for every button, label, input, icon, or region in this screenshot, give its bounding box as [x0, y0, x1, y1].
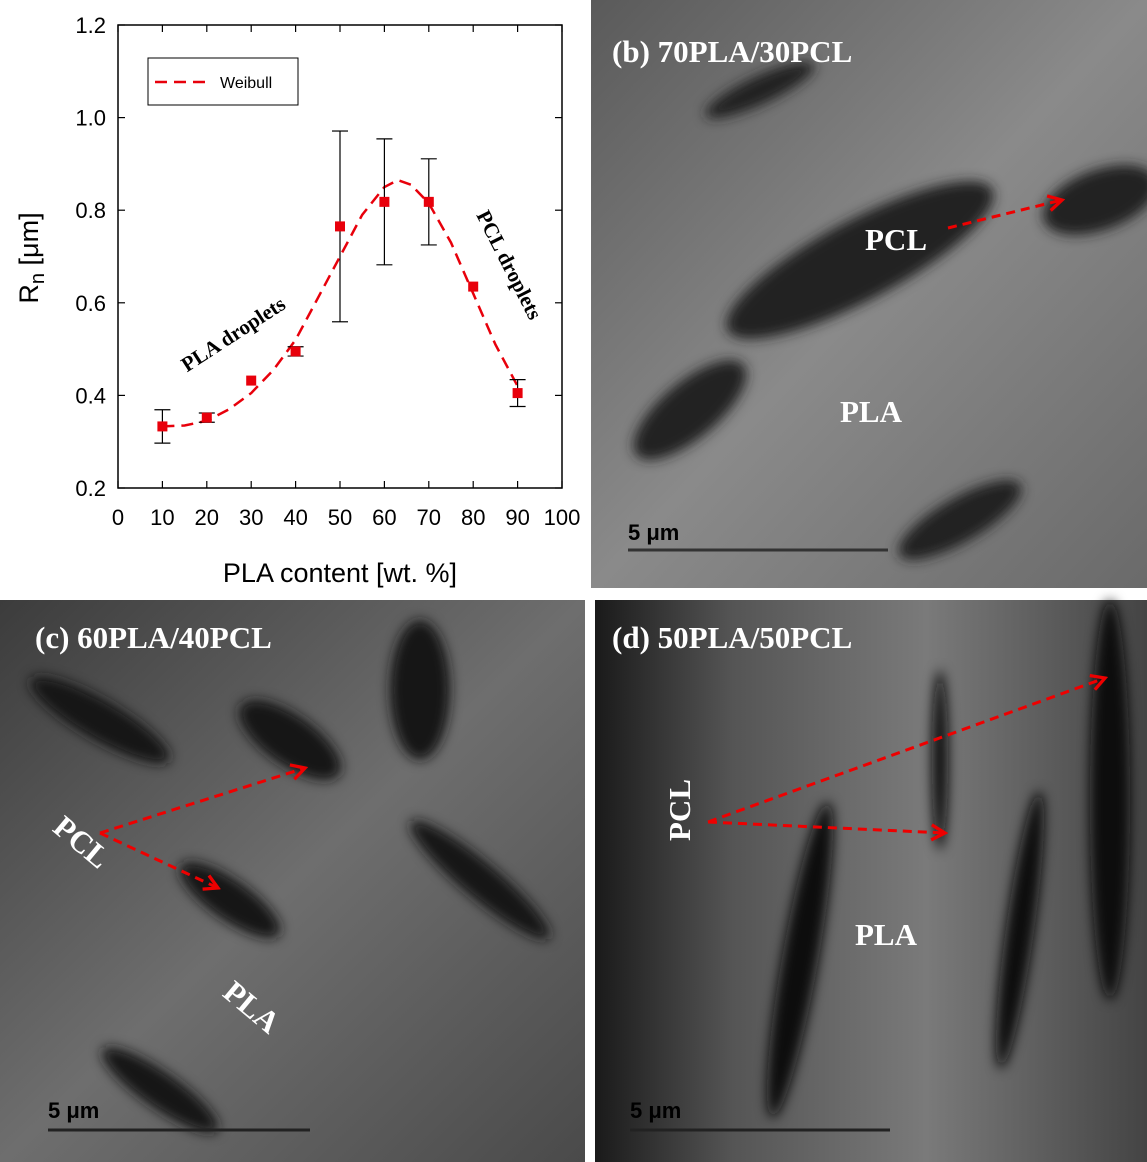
- sem-panel-b: (b) 70PLA/30PCL PCL PLA 5 μm: [591, 0, 1147, 588]
- x-tick-label: 70: [417, 505, 441, 530]
- arrow: [99, 768, 305, 835]
- arrow: [707, 678, 1105, 824]
- point: [201, 412, 212, 423]
- x-tick-label: 20: [195, 505, 219, 530]
- legend-label: Weibull: [220, 75, 272, 92]
- point: [335, 221, 345, 232]
- x-tick-label: 90: [505, 505, 529, 530]
- annotation: PLA droplets: [177, 292, 290, 377]
- point: [512, 388, 523, 399]
- x-tick-label: 100: [544, 505, 581, 530]
- panel-label: (b) 70PLA/30PCL: [612, 34, 852, 69]
- x-tick-label: 0: [112, 505, 124, 530]
- x-tick-label: 60: [372, 505, 396, 530]
- chart: PLA content [wt. %] Rn [μm] PLA droplets…: [14, 13, 580, 588]
- y-label-unit: [μm]: [14, 212, 44, 273]
- fit-line: [162, 178, 519, 428]
- scale-bar-label: 5 μm: [628, 520, 679, 545]
- annotation: PLA: [855, 917, 918, 952]
- x-tick-label: 30: [239, 505, 263, 530]
- annotation: PCL droplets: [471, 206, 547, 323]
- y-tick-label: 0.8: [75, 198, 106, 223]
- annotation: PCL: [865, 222, 927, 257]
- point: [423, 196, 434, 207]
- x-tick-label: 40: [283, 505, 307, 530]
- y-tick-label: 0.6: [75, 291, 106, 316]
- y-axis-label: Rn [μm]: [14, 212, 49, 303]
- panel-label: (d) 50PLA/50PCL: [612, 620, 852, 655]
- x-tick-label: 50: [328, 505, 352, 530]
- x-axis-label: PLA content [wt. %]: [223, 558, 457, 588]
- legend-box: [147, 57, 299, 106]
- arrow: [947, 200, 1062, 230]
- annotation: PLA: [840, 394, 903, 429]
- panel-label: (c) 60PLA/40PCL: [35, 620, 272, 655]
- point: [290, 346, 301, 357]
- x-tick-label: 80: [461, 505, 485, 530]
- point: [379, 196, 390, 207]
- y-label-subscript: n: [27, 273, 49, 284]
- sem-panel-c: (c) 60PLA/40PCL PCL PLA 5 μm: [0, 600, 585, 1162]
- scale-bar-label: 5 μm: [630, 1098, 681, 1123]
- point: [468, 281, 479, 292]
- arrow: [707, 820, 945, 833]
- y-tick-label: 0.2: [75, 476, 106, 501]
- x-tick-label: 10: [150, 505, 174, 530]
- y-label-symbol: R: [14, 284, 44, 304]
- point: [246, 375, 257, 386]
- y-tick-label: 1.2: [75, 13, 106, 38]
- y-tick-label: 0.4: [75, 383, 106, 408]
- annotation: PCL: [662, 779, 697, 841]
- sem-panel-d: (d) 50PLA/50PCL PCL PLA 5 μm: [595, 600, 1147, 1162]
- arrow: [99, 831, 218, 888]
- y-tick-label: 1.0: [75, 106, 106, 131]
- scale-bar-label: 5 μm: [48, 1098, 99, 1123]
- point: [157, 421, 168, 432]
